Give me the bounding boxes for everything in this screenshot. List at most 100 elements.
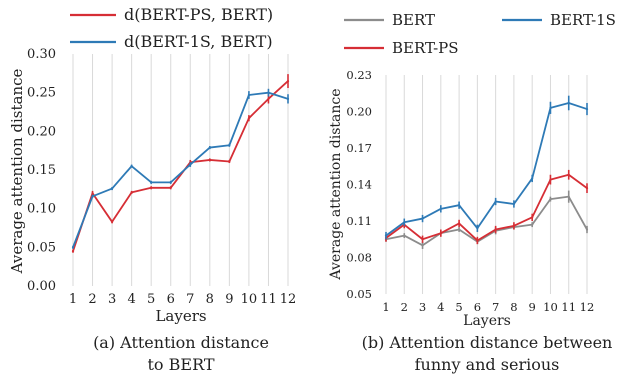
x-tick-label: 7 bbox=[492, 300, 499, 314]
series-line bbox=[385, 102, 588, 237]
data-point bbox=[421, 217, 424, 220]
x-tick-label: 11 bbox=[260, 292, 277, 307]
data-point bbox=[169, 186, 172, 189]
x-tick-label: 4 bbox=[127, 292, 135, 307]
y-tick-label: 0.17 bbox=[346, 141, 372, 155]
y-tick-label: 0.15 bbox=[27, 163, 56, 178]
data-point bbox=[286, 97, 290, 100]
series-line bbox=[385, 195, 588, 247]
data-point bbox=[585, 228, 589, 231]
y-tick-label: 0.14 bbox=[346, 178, 372, 192]
y-tick-label: 0.23 bbox=[346, 68, 372, 82]
data-point bbox=[439, 207, 442, 210]
data-point bbox=[549, 178, 552, 181]
data-point bbox=[267, 91, 270, 94]
series-line bbox=[72, 80, 289, 252]
data-point bbox=[91, 195, 94, 198]
chart-caption-line: (b) Attention distance between bbox=[362, 333, 613, 352]
y-tick-label: 0.10 bbox=[27, 202, 56, 217]
data-point bbox=[585, 187, 589, 190]
x-tick-label: 10 bbox=[241, 292, 258, 307]
x-axis-label: Layers bbox=[463, 313, 511, 329]
data-point bbox=[567, 195, 570, 198]
data-point bbox=[549, 198, 552, 201]
data-point bbox=[267, 97, 270, 100]
data-point bbox=[476, 227, 479, 230]
x-tick-label: 3 bbox=[419, 300, 426, 314]
chart-a: 1 2 3 4 5 6 7 8 9 10 11 120.000.050.100.150.200.250… bbox=[8, 5, 296, 374]
data-point bbox=[421, 238, 424, 241]
data-point bbox=[403, 221, 406, 224]
series-line bbox=[385, 173, 588, 242]
data-point bbox=[150, 181, 153, 184]
data-point bbox=[189, 163, 192, 166]
data-point bbox=[110, 187, 114, 190]
x-tick-label: 2 bbox=[88, 292, 96, 307]
chart-caption-line: funny and serious bbox=[415, 355, 560, 374]
data-point bbox=[71, 250, 75, 253]
data-point bbox=[110, 220, 114, 223]
data-point bbox=[208, 158, 211, 162]
x-tick-label: 5 bbox=[455, 300, 462, 314]
y-tick-label: 0.20 bbox=[27, 124, 56, 139]
y-tick-label: 0.25 bbox=[27, 86, 56, 101]
data-point bbox=[228, 160, 231, 163]
data-point bbox=[476, 239, 479, 242]
data-point bbox=[228, 144, 231, 147]
y-tick-label: 0.05 bbox=[346, 287, 372, 301]
data-point bbox=[585, 107, 589, 111]
y-axis-label: Average attention distance bbox=[328, 88, 344, 280]
x-tick-label: 6 bbox=[167, 292, 175, 307]
y-tick-label: 0.20 bbox=[346, 105, 372, 119]
legend-label: d(BERT-1S, BERT) bbox=[124, 32, 273, 51]
data-point bbox=[567, 173, 570, 176]
data-point bbox=[457, 228, 461, 231]
data-point bbox=[512, 224, 516, 227]
data-point bbox=[457, 204, 461, 207]
x-tick-label: 8 bbox=[510, 300, 517, 314]
data-point bbox=[531, 223, 534, 226]
data-point bbox=[421, 244, 424, 247]
x-tick-label: 9 bbox=[529, 300, 536, 314]
data-point bbox=[531, 177, 534, 180]
x-tick-label: 12 bbox=[580, 300, 595, 314]
data-point bbox=[457, 222, 461, 225]
x-tick-label: 1 bbox=[69, 292, 77, 307]
x-tick-label: 8 bbox=[206, 292, 214, 307]
data-point bbox=[531, 216, 534, 219]
x-tick-label: 12 bbox=[280, 292, 297, 307]
x-axis-label: Layers bbox=[155, 307, 206, 325]
data-point bbox=[169, 181, 172, 184]
data-point bbox=[549, 106, 552, 109]
x-tick-label: 11 bbox=[561, 300, 576, 314]
data-point bbox=[130, 165, 133, 168]
x-tick-label: 4 bbox=[437, 300, 444, 314]
data-point bbox=[91, 192, 94, 195]
legend-label: BERT bbox=[392, 11, 435, 29]
x-tick-label: 7 bbox=[186, 292, 194, 307]
data-point bbox=[403, 234, 406, 237]
x-tick-label: 3 bbox=[108, 292, 116, 307]
x-tick-label: 5 bbox=[147, 292, 155, 307]
y-tick-label: 0.08 bbox=[346, 251, 372, 265]
data-point bbox=[208, 146, 211, 149]
x-tick-label: 10 bbox=[543, 300, 558, 314]
data-point bbox=[71, 246, 75, 249]
data-point bbox=[439, 232, 442, 235]
data-point bbox=[494, 200, 497, 203]
x-tick-label: 2 bbox=[401, 300, 408, 314]
y-tick-label: 0.30 bbox=[27, 47, 56, 62]
chart-caption-line: (a) Attention distance bbox=[93, 333, 269, 352]
chart-b: 1 2 3 4 5 6 7 8 9 10 11 120.050.080.110.140.170.200… bbox=[328, 11, 616, 374]
data-point bbox=[494, 228, 497, 231]
legend-label: d(BERT-PS, BERT) bbox=[124, 5, 273, 24]
data-point bbox=[247, 117, 251, 120]
y-tick-label: 0.00 bbox=[27, 279, 56, 294]
legend-label: BERT-1S bbox=[550, 11, 616, 29]
y-axis-label: Average attention distance bbox=[8, 68, 26, 274]
x-tick-label: 1 bbox=[382, 300, 389, 314]
data-point bbox=[130, 191, 133, 194]
series-line bbox=[72, 91, 289, 248]
data-point bbox=[567, 101, 570, 105]
